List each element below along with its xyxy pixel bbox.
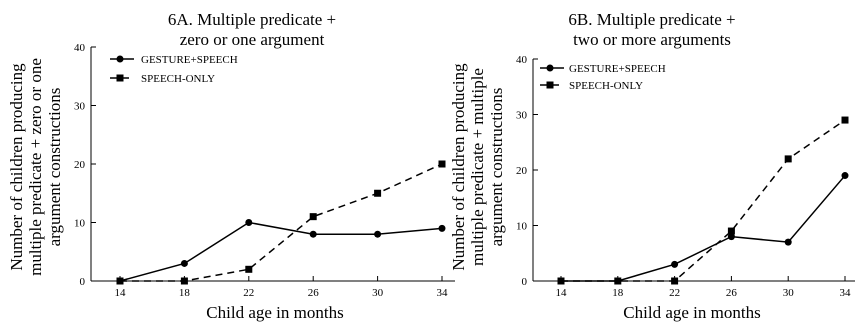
chart-title-line-2: zero or one argument — [180, 30, 325, 49]
x-tick-label: 26 — [308, 287, 320, 299]
data-point-square — [614, 277, 622, 285]
x-tick-label: 22 — [243, 287, 254, 299]
data-point-circle — [374, 230, 382, 238]
x-axis-label: Child age in months — [206, 303, 343, 322]
data-point-circle — [671, 260, 679, 268]
y-tick-label: 30 — [74, 101, 86, 113]
legend-marker-circle — [546, 64, 554, 72]
data-point-square — [245, 265, 253, 273]
series-line-speech-only — [561, 119, 846, 282]
x-tick-label: 30 — [783, 287, 795, 299]
data-point-circle — [180, 259, 188, 267]
y-tick-label: 40 — [516, 54, 528, 66]
data-point-square — [671, 277, 679, 285]
legend-entry-label: SPEECH-ONLY — [141, 73, 215, 85]
x-tick-label: 18 — [612, 287, 624, 299]
x-tick-label: 34 — [437, 287, 449, 299]
y-tick-label: 0 — [80, 276, 86, 288]
data-point-square — [116, 277, 124, 285]
data-point-square — [438, 160, 446, 168]
legend-entry-label: GESTURE+SPEECH — [141, 54, 238, 66]
y-tick-label: 40 — [74, 42, 86, 54]
y-axis-label-line-2: multiple predicate + zero or one — [26, 58, 45, 276]
y-axis-label-line-3: argument constructions — [487, 88, 506, 247]
series-line-gesture-speech — [119, 221, 443, 282]
data-point-circle — [841, 172, 849, 180]
series-line-speech-only — [120, 163, 443, 282]
data-point-square — [180, 277, 188, 285]
series-line-gesture-speech — [561, 175, 846, 282]
x-tick-label: 26 — [726, 287, 738, 299]
x-tick-label: 14 — [556, 287, 568, 299]
data-point-circle — [309, 230, 317, 238]
y-tick-label: 10 — [516, 221, 528, 233]
chart-title-line-1: 6B. Multiple predicate + — [568, 10, 735, 29]
chart-title-line-1: 6A. Multiple predicate + — [168, 10, 336, 29]
data-point-square — [557, 277, 565, 285]
data-point-circle — [727, 233, 735, 241]
y-axis-label-line-1: Number of children producing — [449, 63, 468, 271]
x-tick-label: 34 — [840, 287, 852, 299]
data-point-square — [841, 116, 849, 124]
legend-marker-circle — [116, 55, 124, 63]
y-tick-label: 30 — [516, 110, 528, 122]
data-point-circle — [245, 219, 253, 226]
data-point-square — [784, 155, 792, 163]
y-axis-label-line-3: argument constructions — [45, 88, 64, 247]
y-axis-label-line-2: multiple predicate + multiple — [468, 68, 487, 266]
x-tick-label: 18 — [179, 287, 191, 299]
y-tick-label: 20 — [516, 165, 528, 177]
y-tick-label: 0 — [522, 276, 528, 288]
legend-entry-label: SPEECH-ONLY — [569, 80, 643, 92]
data-point-square — [374, 189, 382, 197]
y-tick-label: 10 — [74, 218, 86, 230]
y-tick-label: 20 — [74, 159, 86, 171]
data-point-circle — [784, 238, 792, 246]
legend-entry-label: GESTURE+SPEECH — [569, 63, 666, 75]
y-axis-label-line-1: Number of children producing — [7, 63, 26, 271]
chart-title-line-2: two or more arguments — [573, 30, 731, 49]
legend-marker-square — [546, 81, 554, 89]
data-point-square — [727, 227, 735, 235]
x-axis-label: Child age in months — [623, 303, 760, 322]
x-tick-label: 22 — [669, 287, 680, 299]
x-tick-label: 14 — [115, 287, 127, 299]
legend-marker-square — [116, 74, 124, 82]
data-point-circle — [438, 224, 446, 232]
x-tick-label: 30 — [372, 287, 384, 299]
data-point-square — [309, 213, 317, 221]
